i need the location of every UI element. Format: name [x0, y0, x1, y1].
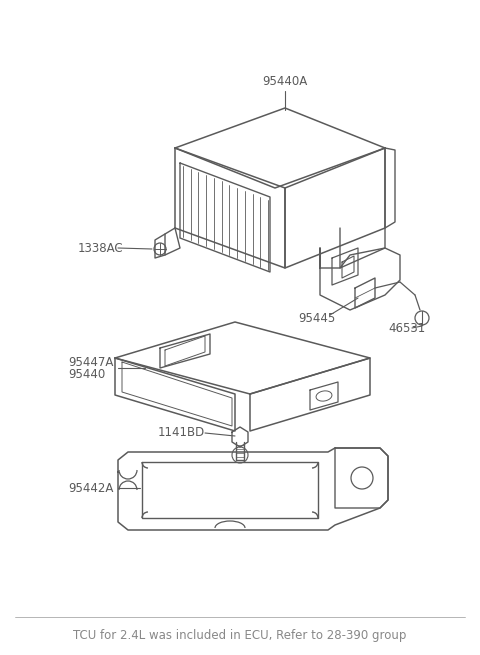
- Text: 95447A: 95447A: [68, 356, 113, 369]
- Text: 95445: 95445: [298, 312, 335, 324]
- Text: TCU for 2.4L was included in ECU, Refer to 28-390 group: TCU for 2.4L was included in ECU, Refer …: [73, 629, 407, 643]
- Text: 1141BD: 1141BD: [158, 426, 205, 440]
- Text: 95440: 95440: [68, 369, 105, 381]
- Text: 95442A: 95442A: [68, 481, 113, 495]
- Text: 1338AC: 1338AC: [78, 242, 124, 255]
- Text: 46531: 46531: [388, 322, 425, 335]
- Text: 95440A: 95440A: [263, 75, 308, 88]
